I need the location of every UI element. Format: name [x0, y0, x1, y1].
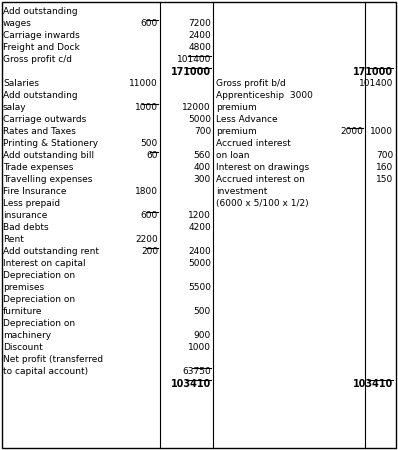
Text: Apprenticeship  3000: Apprenticeship 3000: [216, 91, 313, 100]
Text: 4200: 4200: [188, 223, 211, 232]
Text: 1000: 1000: [135, 103, 158, 112]
Text: Less prepaid: Less prepaid: [3, 199, 60, 208]
Text: 1800: 1800: [135, 187, 158, 196]
Text: Gross profit b/d: Gross profit b/d: [216, 79, 286, 88]
Text: 600: 600: [141, 211, 158, 220]
Text: 300: 300: [194, 175, 211, 184]
Text: investment: investment: [216, 187, 267, 196]
Text: Printing & Stationery: Printing & Stationery: [3, 139, 98, 148]
Text: insurance: insurance: [3, 211, 47, 220]
Text: 1000: 1000: [370, 127, 393, 136]
Text: Freight and Dock: Freight and Dock: [3, 43, 80, 52]
Text: 560: 560: [194, 151, 211, 160]
Text: 4800: 4800: [188, 43, 211, 52]
Text: Travelling expenses: Travelling expenses: [3, 175, 92, 184]
Text: premises: premises: [3, 283, 44, 292]
Text: wages: wages: [3, 19, 32, 28]
Text: to capital account): to capital account): [3, 367, 88, 376]
Text: Add outstanding rent: Add outstanding rent: [3, 247, 99, 256]
Text: Rates and Taxes: Rates and Taxes: [3, 127, 76, 136]
Text: Fire Insurance: Fire Insurance: [3, 187, 66, 196]
Text: 11000: 11000: [129, 79, 158, 88]
Text: Rent: Rent: [3, 235, 24, 244]
Text: 2400: 2400: [188, 31, 211, 40]
Text: 5500: 5500: [188, 283, 211, 292]
Text: (6000 x 5/100 x 1/2): (6000 x 5/100 x 1/2): [216, 199, 308, 208]
Text: Accrued interest: Accrued interest: [216, 139, 291, 148]
Text: Less Advance: Less Advance: [216, 115, 278, 124]
Text: Salaries: Salaries: [3, 79, 39, 88]
Text: 900: 900: [194, 331, 211, 340]
Text: 2000: 2000: [340, 127, 363, 136]
Text: Add outstanding: Add outstanding: [3, 7, 78, 16]
Text: premium: premium: [216, 127, 257, 136]
Text: Net profit (transferred: Net profit (transferred: [3, 355, 103, 364]
Text: 171000: 171000: [171, 67, 211, 77]
Text: Carriage inwards: Carriage inwards: [3, 31, 80, 40]
Text: salay: salay: [3, 103, 27, 112]
Text: 600: 600: [141, 19, 158, 28]
Text: 60: 60: [146, 151, 158, 160]
Text: 700: 700: [376, 151, 393, 160]
Text: 171000: 171000: [353, 67, 393, 77]
Text: Bad debts: Bad debts: [3, 223, 49, 232]
Text: 700: 700: [194, 127, 211, 136]
Text: on loan: on loan: [216, 151, 250, 160]
Text: premium: premium: [216, 103, 257, 112]
Text: 1200: 1200: [188, 211, 211, 220]
Text: 101400: 101400: [359, 79, 393, 88]
Text: 1000: 1000: [188, 343, 211, 352]
Text: 500: 500: [141, 139, 158, 148]
Text: 160: 160: [376, 163, 393, 172]
Text: Add outstanding: Add outstanding: [3, 91, 78, 100]
Text: Accrued interest on: Accrued interest on: [216, 175, 305, 184]
Text: 101400: 101400: [177, 55, 211, 64]
Text: furniture: furniture: [3, 307, 43, 316]
Text: 2400: 2400: [188, 247, 211, 256]
Text: 103410: 103410: [353, 379, 393, 389]
Text: 150: 150: [376, 175, 393, 184]
Text: Add outstanding bill: Add outstanding bill: [3, 151, 94, 160]
Text: 103410: 103410: [171, 379, 211, 389]
Text: Depreciation on: Depreciation on: [3, 319, 75, 328]
Text: 5000: 5000: [188, 115, 211, 124]
Text: Interest on drawings: Interest on drawings: [216, 163, 309, 172]
Text: Gross profit c/d: Gross profit c/d: [3, 55, 72, 64]
Text: 400: 400: [194, 163, 211, 172]
Text: machinery: machinery: [3, 331, 51, 340]
Text: 5000: 5000: [188, 259, 211, 268]
Text: 12000: 12000: [182, 103, 211, 112]
Text: Depreciation on: Depreciation on: [3, 271, 75, 280]
Text: 2200: 2200: [135, 235, 158, 244]
Text: Carriage outwards: Carriage outwards: [3, 115, 86, 124]
Text: 200: 200: [141, 247, 158, 256]
Text: Interest on capital: Interest on capital: [3, 259, 86, 268]
Text: Trade expenses: Trade expenses: [3, 163, 73, 172]
Text: 500: 500: [194, 307, 211, 316]
Text: Depreciation on: Depreciation on: [3, 295, 75, 304]
Text: Discount: Discount: [3, 343, 43, 352]
Text: 63750: 63750: [182, 367, 211, 376]
Text: 7200: 7200: [188, 19, 211, 28]
